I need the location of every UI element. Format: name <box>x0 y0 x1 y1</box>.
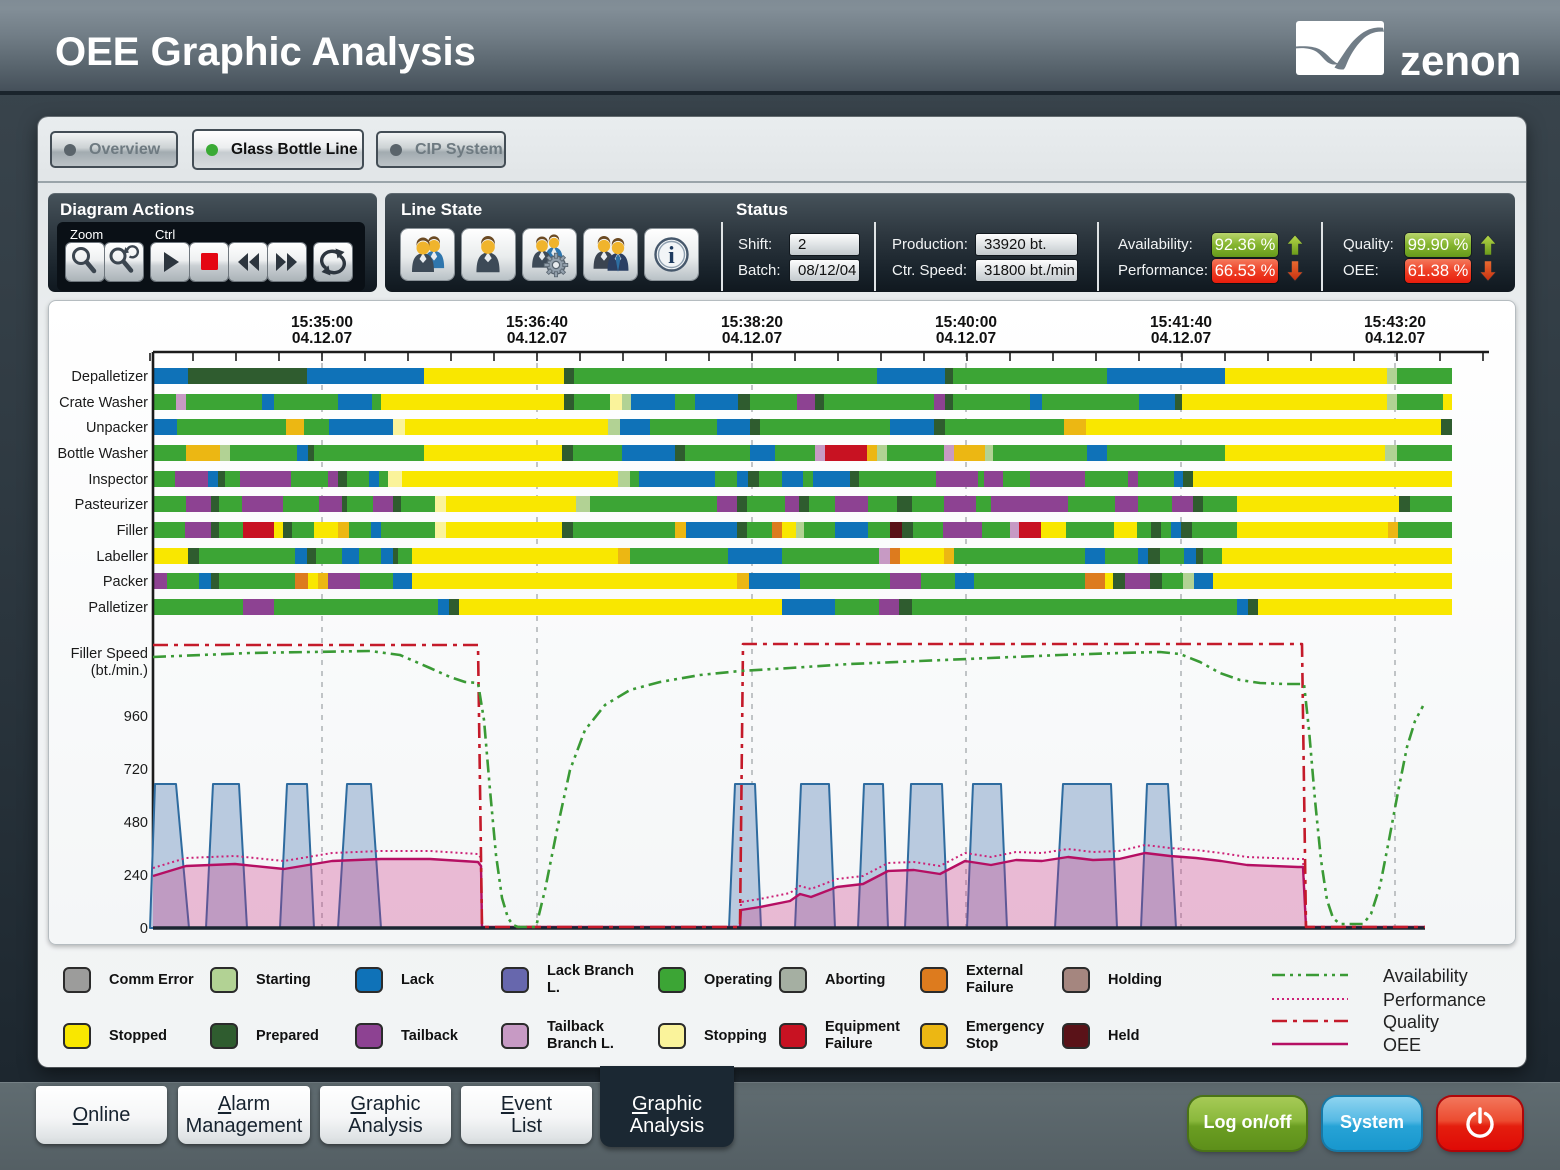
svg-text:15:40:00: 15:40:00 <box>935 314 997 331</box>
svg-text:04.12.07: 04.12.07 <box>722 330 782 347</box>
svg-text:Unpacker: Unpacker <box>86 420 148 436</box>
svg-text:Palletizer: Palletizer <box>88 600 148 616</box>
svg-text:0: 0 <box>140 921 148 937</box>
svg-text:15:43:20: 15:43:20 <box>1364 314 1426 331</box>
svg-text:Packer: Packer <box>103 574 148 590</box>
svg-text:Filler Speed: Filler Speed <box>71 646 148 662</box>
svg-text:Depalletizer: Depalletizer <box>71 369 148 385</box>
svg-text:04.12.07: 04.12.07 <box>936 330 996 347</box>
svg-text:960: 960 <box>124 709 148 725</box>
svg-text:240: 240 <box>124 868 148 884</box>
svg-text:720: 720 <box>124 762 148 778</box>
svg-text:04.12.07: 04.12.07 <box>507 330 567 347</box>
svg-text:Bottle Washer: Bottle Washer <box>57 446 148 462</box>
svg-text:04.12.07: 04.12.07 <box>1365 330 1425 347</box>
svg-text:Filler: Filler <box>117 523 149 539</box>
svg-text:15:35:00: 15:35:00 <box>291 314 353 331</box>
svg-text:04.12.07: 04.12.07 <box>292 330 352 347</box>
svg-text:Pasteurizer: Pasteurizer <box>75 497 149 513</box>
svg-text:(bt./min.): (bt./min.) <box>91 663 148 679</box>
svg-text:Labeller: Labeller <box>96 549 148 565</box>
svg-text:04.12.07: 04.12.07 <box>1151 330 1211 347</box>
svg-text:15:41:40: 15:41:40 <box>1150 314 1212 331</box>
svg-text:15:36:40: 15:36:40 <box>506 314 568 331</box>
svg-text:480: 480 <box>124 815 148 831</box>
svg-text:i: i <box>668 243 675 269</box>
svg-text:15:38:20: 15:38:20 <box>721 314 783 331</box>
svg-text:Crate Washer: Crate Washer <box>59 395 148 411</box>
svg-text:Inspector: Inspector <box>88 472 148 488</box>
